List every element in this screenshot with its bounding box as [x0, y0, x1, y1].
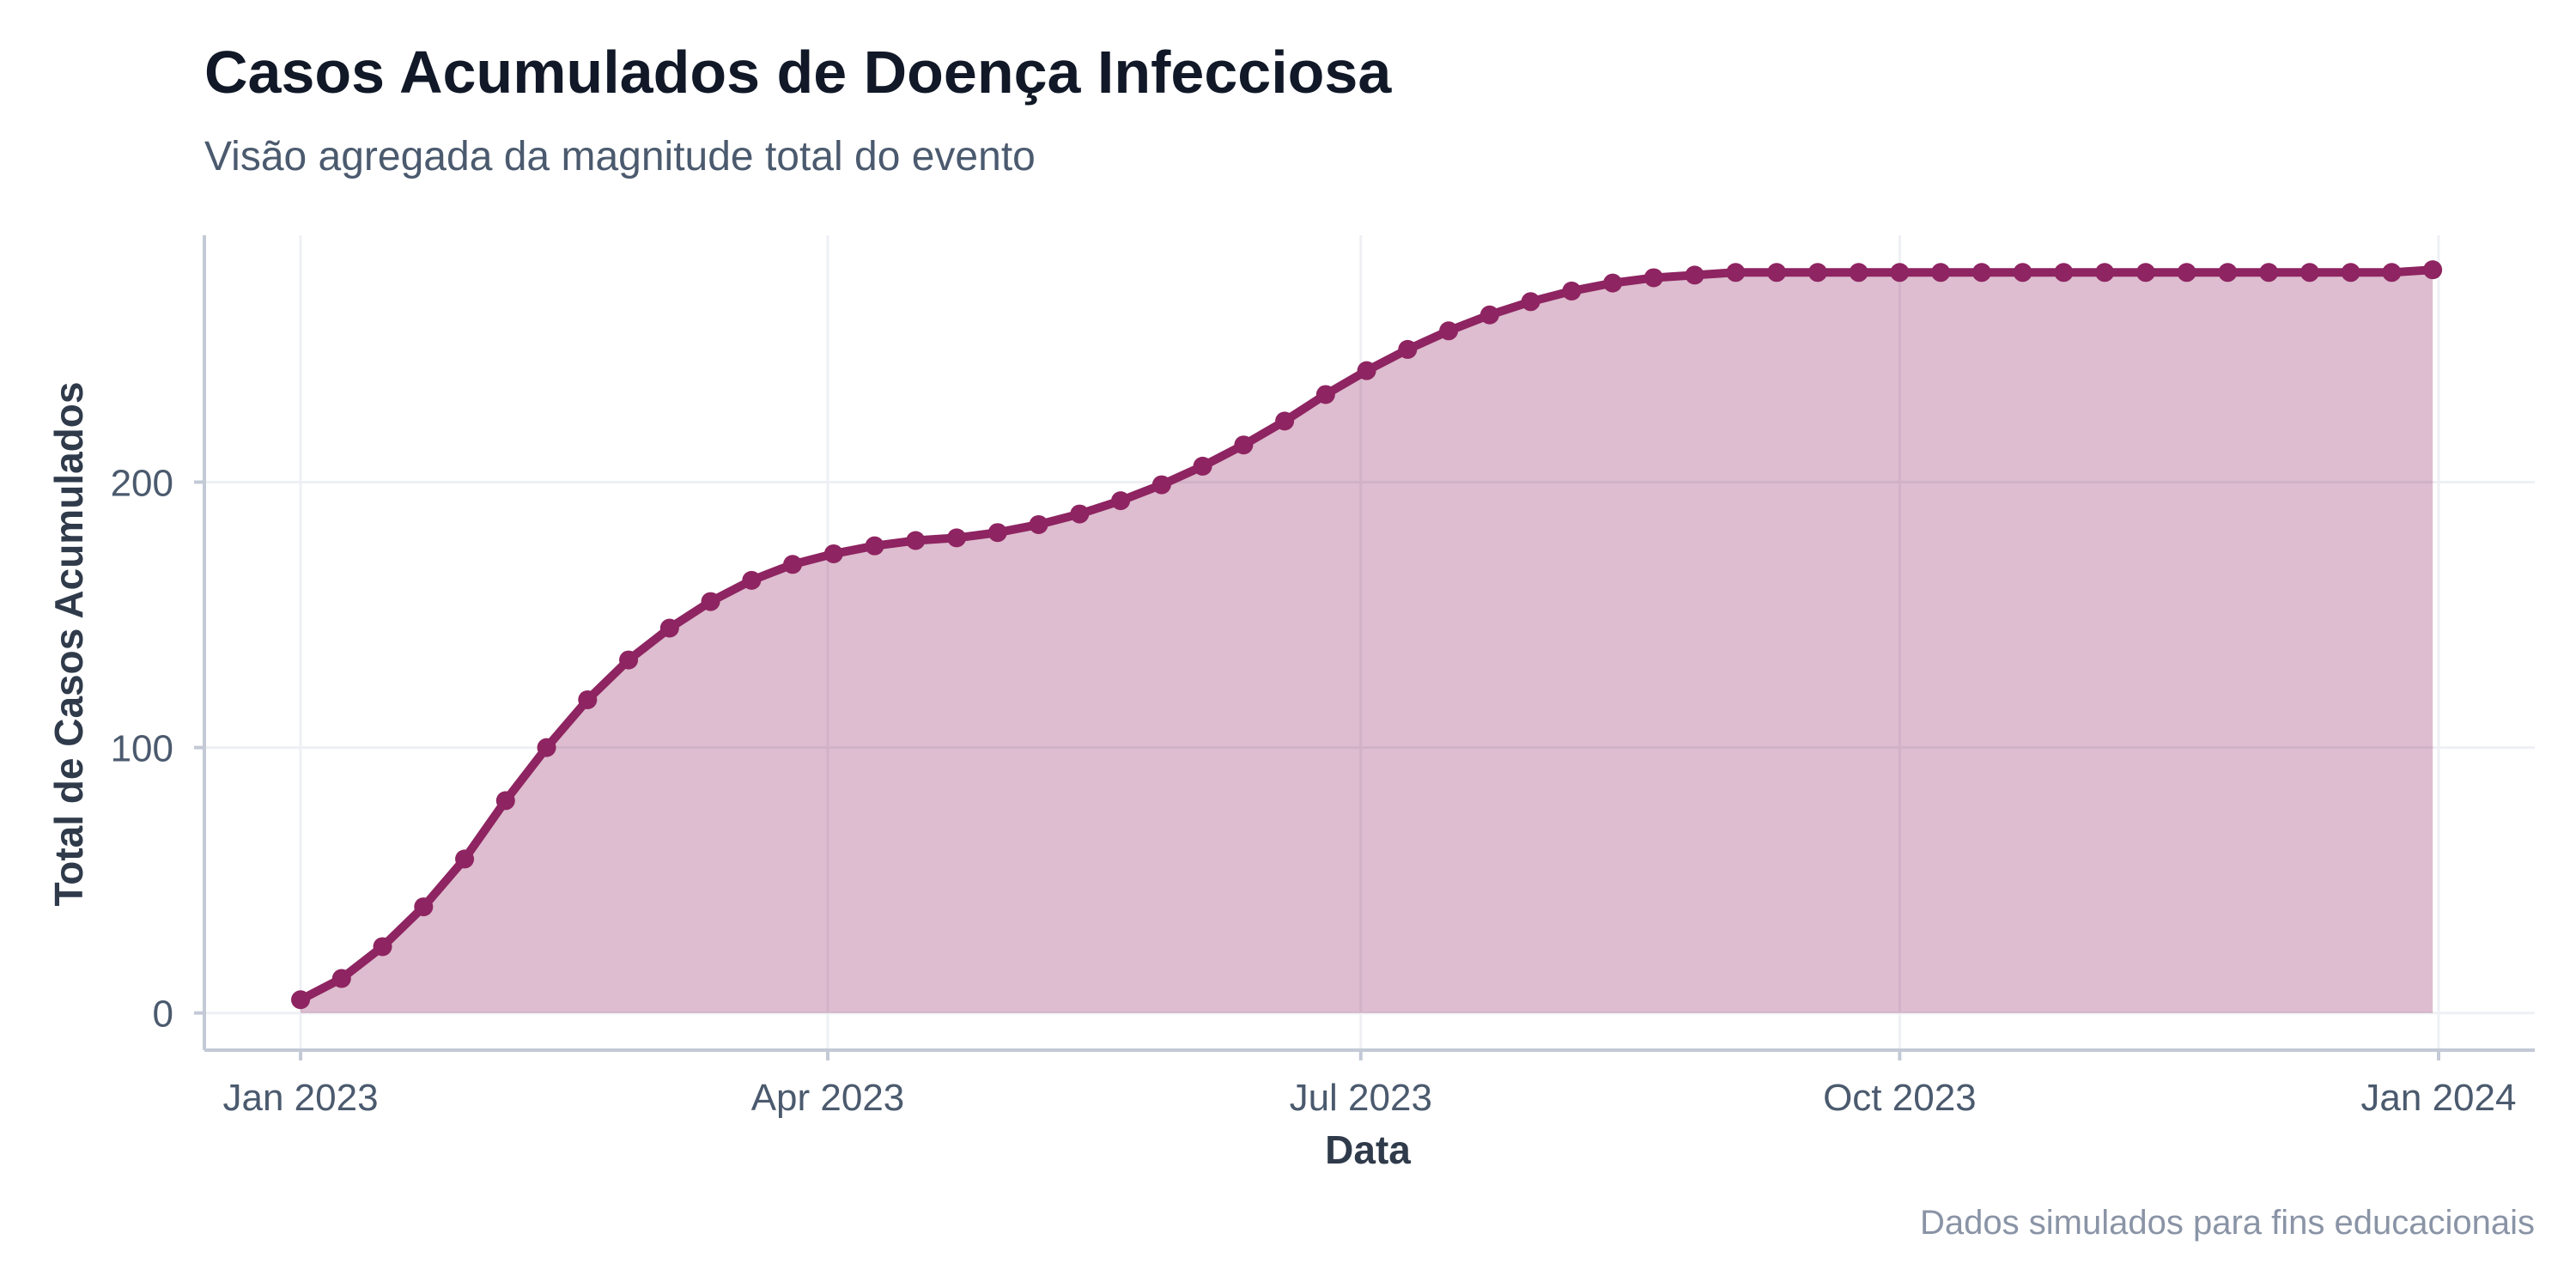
data-points — [291, 260, 2443, 1010]
chart-caption: Dados simulados para fins educacionais — [1920, 1204, 2535, 1242]
x-axis-title: Data — [1325, 1127, 1411, 1172]
data-point — [414, 897, 434, 917]
data-point — [1643, 268, 1663, 288]
data-point — [1603, 273, 1623, 293]
data-point — [2177, 263, 2196, 283]
axes — [194, 235, 2535, 1060]
tick-labels: Jan 2023 Apr 2023 Jul 2023 Oct 2023 Jan 2024… — [111, 462, 2517, 1119]
data-point — [619, 650, 639, 670]
data-point — [1439, 321, 1459, 341]
x-tick-label: Oct 2023 — [1823, 1077, 1977, 1119]
data-point — [1479, 305, 1499, 325]
data-point — [291, 990, 311, 1010]
data-point — [495, 791, 515, 811]
data-point — [2013, 263, 2032, 283]
chart-subtitle: Visão agregada da magnitude total do eve… — [204, 134, 1036, 179]
data-point — [373, 937, 392, 957]
series-area — [301, 270, 2433, 1013]
x-tick-label: Jan 2024 — [2360, 1077, 2516, 1119]
data-point — [1111, 491, 1131, 511]
data-point — [947, 528, 967, 548]
data-point — [331, 969, 351, 988]
data-point — [701, 592, 720, 611]
data-point — [906, 531, 926, 550]
data-point — [1398, 339, 1418, 359]
data-point — [987, 523, 1007, 543]
data-point — [1193, 456, 1212, 476]
y-axis-title: Total de Casos Acumulados — [46, 382, 91, 907]
data-point — [1767, 263, 1787, 283]
data-point — [2095, 263, 2115, 283]
data-point — [1029, 514, 1048, 534]
chart-title: Casos Acumulados de Doença Infecciosa — [204, 39, 1392, 106]
data-point — [1849, 263, 1868, 283]
data-point — [1275, 411, 1295, 431]
data-point — [1562, 281, 1582, 301]
data-point — [2423, 260, 2443, 280]
data-point — [1971, 263, 1991, 283]
data-point — [823, 544, 843, 563]
data-point — [1890, 263, 1910, 283]
data-point — [2218, 263, 2238, 283]
data-point — [865, 536, 884, 556]
x-tick-label: Jul 2023 — [1290, 1077, 1432, 1119]
data-point — [455, 849, 475, 869]
data-point — [2382, 263, 2402, 283]
data-point — [1070, 504, 1090, 524]
data-point — [1685, 265, 1704, 285]
data-point — [1151, 475, 1171, 495]
data-point — [2054, 263, 2074, 283]
data-point — [1315, 385, 1335, 404]
y-tick-label: 200 — [111, 462, 173, 504]
data-point — [2259, 263, 2279, 283]
data-point — [1234, 435, 1254, 455]
data-point — [659, 618, 679, 638]
data-point — [537, 738, 556, 757]
data-point — [2300, 263, 2319, 283]
x-tick-label: Apr 2023 — [751, 1077, 905, 1119]
area-layer — [301, 270, 2433, 1013]
x-tick-label: Jan 2023 — [223, 1077, 379, 1119]
y-tick-label: 0 — [153, 993, 173, 1036]
data-point — [1931, 263, 1951, 283]
data-point — [783, 555, 803, 574]
data-point — [2341, 263, 2360, 283]
data-point — [1726, 263, 1746, 283]
y-tick-label: 100 — [111, 728, 173, 770]
data-point — [1807, 263, 1827, 283]
data-point — [1521, 292, 1540, 312]
data-point — [742, 570, 762, 590]
data-point — [2136, 263, 2155, 283]
data-point — [578, 690, 598, 709]
data-point — [1357, 361, 1376, 380]
